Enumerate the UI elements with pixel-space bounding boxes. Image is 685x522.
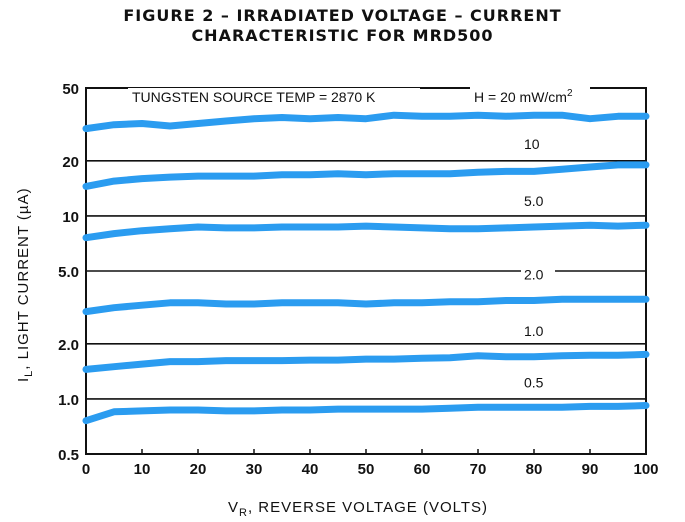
curve-label-2.0: 2.0	[524, 266, 544, 282]
y-axis-label-rest: , LIGHT CURRENT (µA)	[15, 187, 32, 369]
source-annotation-text: TUNGSTEN SOURCE TEMP = 2870 K	[132, 89, 376, 105]
y-tick-label-50: 50	[62, 81, 79, 98]
curve-label-5.0: 5.0	[524, 193, 544, 209]
chart-title-line1: FIGURE 2 – IRRADIATED VOLTAGE – CURRENT	[123, 6, 562, 25]
y-tick-label-20: 20	[62, 154, 79, 171]
x-tick-label-90: 90	[582, 461, 599, 478]
curve-0.5	[82, 402, 650, 425]
y-tick-label-1.0: 1.0	[58, 392, 79, 409]
x-tick-label-10: 10	[134, 461, 151, 478]
y-tick-labels: 0.5 1.0 2.0 5.0 10 20 50	[58, 81, 79, 464]
curves	[82, 111, 650, 425]
x-axis-label-rest: , REVERSE VOLTAGE (VOLTS)	[248, 499, 488, 516]
y-tick-label-10: 10	[62, 209, 79, 226]
grid-lines	[85, 87, 647, 455]
x-tick-labels: 0 10 20 30 40 50 60 70 80 90 100	[82, 461, 659, 478]
x-tick-label-30: 30	[246, 461, 263, 478]
x-tick-label-80: 80	[526, 461, 543, 478]
curve-label-bg-10	[521, 136, 555, 154]
x-tick-label-70: 70	[470, 461, 487, 478]
y-axis-label: IL, LIGHT CURRENT (µA)	[15, 187, 35, 382]
x-tick-label-60: 60	[414, 461, 431, 478]
curve-label-bg-0.5	[521, 374, 555, 392]
x-axis-label-sub: R	[239, 507, 248, 519]
curve-10	[82, 161, 650, 190]
irradiance-annotation-text: H = 20 mW/cm2	[474, 88, 573, 105]
curve-label-1.0: 1.0	[524, 323, 544, 339]
y-tick-label-2.0: 2.0	[58, 337, 79, 354]
curve-1.0	[82, 350, 650, 373]
source-annotation: TUNGSTEN SOURCE TEMP = 2870 K	[128, 88, 420, 106]
y-tick-label-0.5: 0.5	[58, 447, 79, 464]
curve-label-0.5: 0.5	[524, 374, 544, 390]
x-axis-label-main: V	[228, 499, 239, 516]
curve-2.0	[82, 295, 650, 316]
y-axis-label-sub: L	[23, 370, 35, 377]
irradiance-annotation-main: H = 20 mW/cm	[474, 89, 567, 105]
curve-label-bg-2.0	[521, 266, 555, 284]
x-tick-label-0: 0	[82, 461, 90, 478]
curve-label-bg-5.0	[521, 193, 555, 211]
x-tick-label-50: 50	[358, 461, 375, 478]
x-axis-label: VR, REVERSE VOLTAGE (VOLTS)	[228, 499, 488, 519]
curve-20	[82, 111, 650, 133]
y-axis-label-main: I	[15, 377, 32, 382]
curve-label-bg-1.0	[521, 322, 555, 340]
chart-title-line2: CHARACTERISTIC FOR MRD500	[191, 26, 494, 45]
x-tick-label-20: 20	[190, 461, 207, 478]
x-tick-label-100: 100	[633, 461, 658, 478]
y-tick-label-5.0: 5.0	[58, 264, 79, 281]
curve-label-10: 10	[524, 136, 540, 152]
x-tick-label-40: 40	[302, 461, 319, 478]
irradiance-annotation: H = 20 mW/cm2	[470, 86, 590, 106]
curve-labels: 10 5.0 2.0 1.0 0.5	[521, 136, 555, 392]
curve-5.0	[82, 221, 650, 242]
irradiance-annotation-sup: 2	[567, 88, 573, 99]
